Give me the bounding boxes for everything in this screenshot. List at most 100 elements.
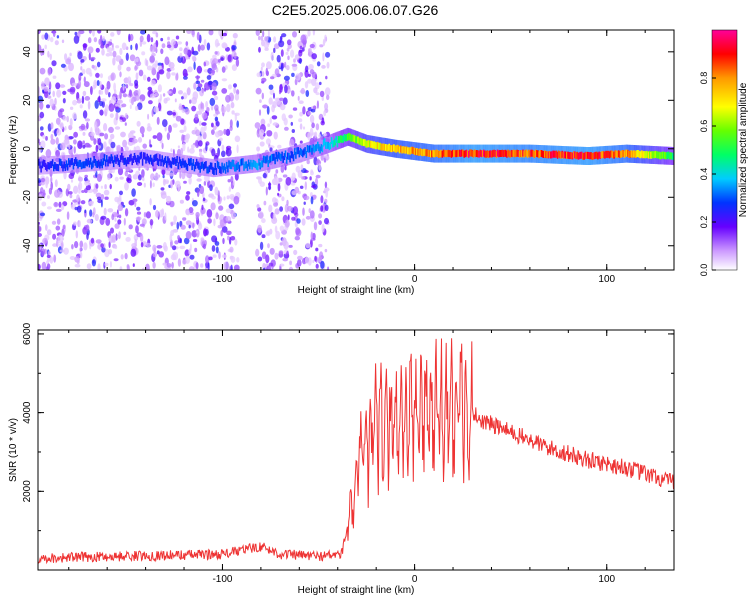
- noise-speckle: [291, 216, 296, 221]
- ridge-core: [474, 150, 477, 158]
- noise-speckle: [68, 173, 75, 180]
- ridge-core: [65, 160, 68, 168]
- ridge-core: [498, 150, 500, 158]
- noise-speckle: [67, 183, 71, 191]
- ridge-core: [325, 141, 327, 149]
- noise-speckle: [321, 96, 324, 101]
- noise-speckle: [227, 179, 231, 183]
- ridge-core: [367, 140, 370, 148]
- noise-speckle: [118, 214, 122, 219]
- noise-speckle: [82, 90, 87, 97]
- noise-speckle: [324, 217, 329, 225]
- noise-speckle: [89, 200, 94, 205]
- noise-speckle: [47, 195, 50, 199]
- ridge-core: [340, 135, 342, 143]
- noise-speckle: [93, 138, 97, 145]
- noise-speckle: [302, 106, 306, 115]
- ridge-core: [363, 139, 365, 147]
- ridge-core: [409, 147, 411, 155]
- noise-speckle: [132, 198, 138, 203]
- noise-speckle: [171, 245, 177, 251]
- ridge-core: [115, 156, 117, 164]
- noise-speckle: [69, 86, 76, 93]
- noise-speckle: [268, 182, 272, 187]
- noise-speckle: [299, 140, 303, 144]
- ridge-core: [359, 137, 362, 145]
- noise-speckle: [214, 186, 219, 196]
- noise-speckle: [158, 69, 165, 75]
- noise-speckle: [324, 248, 328, 253]
- ridge-core: [234, 164, 236, 172]
- noise-speckle: [57, 234, 64, 244]
- noise-speckle: [320, 260, 325, 269]
- y-tick-label: 2000: [22, 480, 33, 503]
- noise-speckle: [206, 107, 210, 112]
- ridge-core: [117, 158, 120, 166]
- ridge-core: [225, 161, 228, 169]
- ridge-core: [629, 150, 631, 158]
- noise-speckle: [87, 144, 92, 148]
- ridge-core: [227, 165, 229, 173]
- ridge-core: [161, 155, 163, 163]
- noise-speckle: [203, 181, 207, 186]
- ridge-core: [375, 142, 378, 150]
- ridge-core: [169, 160, 171, 168]
- colorbar-tick-label: 0.8: [699, 72, 709, 85]
- noise-speckle: [125, 52, 129, 62]
- ridge-core: [495, 150, 498, 158]
- noise-speckle: [46, 229, 52, 236]
- noise-speckle: [99, 81, 102, 89]
- noise-speckle: [87, 46, 94, 54]
- noise-speckle: [56, 89, 62, 98]
- ridge-core: [360, 138, 363, 146]
- ridge-core: [519, 150, 522, 157]
- noise-speckle: [129, 54, 136, 62]
- noise-speckle: [300, 164, 304, 171]
- ridge-core: [183, 160, 185, 168]
- ridge-core: [587, 152, 590, 159]
- noise-speckle: [49, 98, 54, 107]
- ridge-core: [51, 159, 54, 167]
- noise-speckle: [128, 33, 131, 43]
- ridge-core: [61, 161, 63, 169]
- noise-speckle: [314, 255, 317, 262]
- ridge-core: [608, 151, 611, 159]
- noise-speckle: [54, 179, 58, 188]
- noise-speckle: [76, 194, 80, 202]
- noise-speckle: [175, 115, 182, 122]
- ridge-core: [198, 162, 200, 170]
- noise-speckle: [139, 233, 144, 242]
- ridge-core: [596, 151, 598, 159]
- ridge-core: [107, 159, 109, 167]
- noise-speckle: [219, 137, 223, 142]
- ridge-core: [431, 150, 433, 158]
- ridge-core: [137, 155, 139, 162]
- noise-speckle: [183, 75, 188, 80]
- y-tick-label: 0: [22, 146, 33, 152]
- noise-speckle: [69, 256, 76, 260]
- noise-speckle: [274, 68, 280, 76]
- noise-speckle: [136, 206, 141, 211]
- noise-speckle: [82, 110, 88, 119]
- noise-speckle: [220, 32, 224, 40]
- noise-speckle: [162, 178, 166, 186]
- ridge-core: [54, 162, 56, 169]
- noise-speckle: [164, 212, 167, 221]
- ridge-core: [351, 134, 354, 142]
- noise-speckle: [149, 93, 156, 99]
- ridge-halo: [38, 156, 40, 175]
- ridge-core: [299, 147, 302, 155]
- noise-speckle: [56, 129, 62, 136]
- ridge-core: [521, 150, 523, 158]
- noise-speckle: [73, 139, 77, 145]
- noise-speckle: [140, 30, 146, 35]
- noise-speckle: [175, 73, 179, 81]
- noise-speckle: [230, 264, 233, 270]
- noise-speckle: [146, 65, 153, 71]
- noise-speckle: [272, 212, 276, 221]
- x-tick-label: 0: [412, 574, 418, 585]
- ridge-core: [328, 143, 331, 151]
- noise-speckle: [125, 236, 131, 242]
- ridge-core: [126, 157, 129, 165]
- ridge-core: [242, 158, 244, 166]
